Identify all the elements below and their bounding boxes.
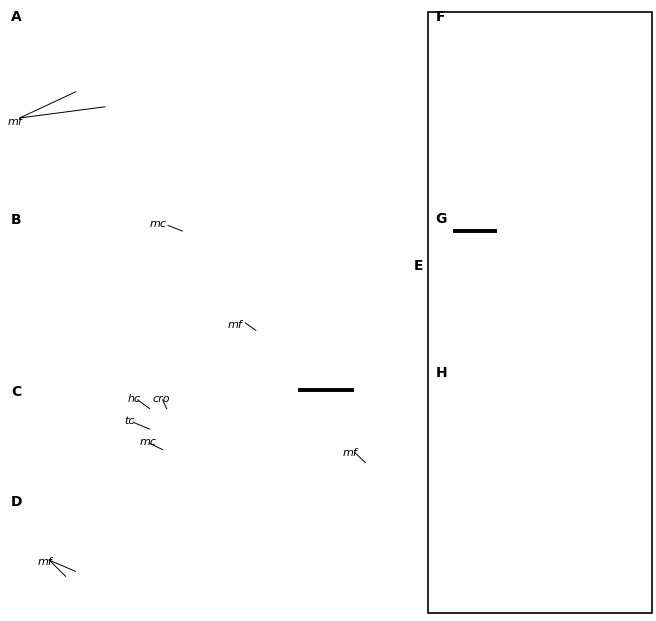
Text: A: A <box>11 11 22 24</box>
Text: mc: mc <box>150 219 167 229</box>
Text: mf: mf <box>228 320 242 330</box>
Text: tc: tc <box>125 416 135 426</box>
Text: mf: mf <box>38 557 52 567</box>
Text: cro: cro <box>152 394 170 404</box>
Text: mf: mf <box>8 117 22 127</box>
Text: hc: hc <box>128 394 141 404</box>
Text: mf: mf <box>342 448 357 458</box>
Text: H: H <box>436 366 447 379</box>
Text: mc: mc <box>140 437 157 447</box>
Bar <box>428 12 652 613</box>
Text: E: E <box>413 259 422 273</box>
Text: F: F <box>436 11 445 24</box>
Text: B: B <box>11 214 22 227</box>
Text: G: G <box>436 212 447 225</box>
Text: C: C <box>11 386 22 399</box>
Text: D: D <box>11 495 23 509</box>
